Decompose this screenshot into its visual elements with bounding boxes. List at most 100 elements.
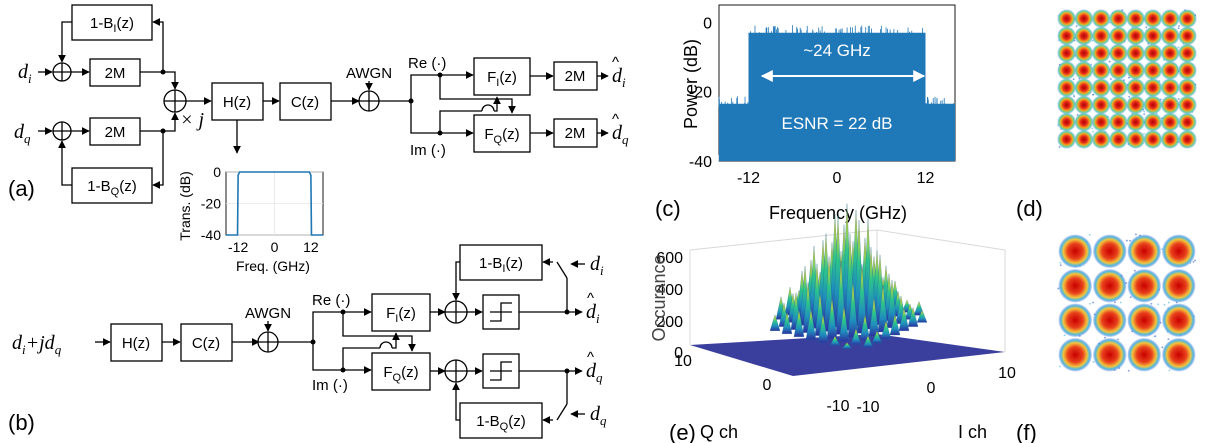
fq-filter-label-a: FQ(z) xyxy=(484,126,519,146)
constellation-scatter-point xyxy=(1059,365,1061,368)
constellation-scatter-point xyxy=(1073,95,1076,98)
spectrum-ytick: -40 xyxy=(689,154,712,171)
constellation-symbol xyxy=(1057,26,1077,46)
feedback-bi-block-b xyxy=(459,244,543,281)
surface-qtick: -10 xyxy=(826,398,849,415)
constellation-symbol xyxy=(1057,112,1077,132)
constellation-symbol xyxy=(1058,268,1093,303)
constellation-scatter-point xyxy=(1092,93,1095,96)
c-channel-block-b xyxy=(180,323,233,362)
constellation-scatter-point xyxy=(1161,346,1164,349)
panel-label-d: (d) xyxy=(1016,196,1043,221)
surface-peak xyxy=(817,314,829,343)
panel-d-constellation xyxy=(1057,9,1197,149)
constellation-symbol xyxy=(1126,60,1146,80)
constellation-symbol xyxy=(1057,129,1077,149)
constellation-symbol xyxy=(1074,95,1094,115)
output-d-i-hat: di xyxy=(612,65,626,90)
constellation-symbol xyxy=(1143,60,1163,80)
surface-peak xyxy=(829,335,841,346)
surface-itick: -10 xyxy=(856,399,879,416)
surface-peak xyxy=(859,314,871,341)
input-complex-symbol: di+jdq xyxy=(12,332,62,357)
constellation-scatter-point xyxy=(1157,303,1160,306)
times-j-label: × j xyxy=(180,109,204,131)
constellation-symbol xyxy=(1108,60,1128,80)
constellation-scatter-point xyxy=(1119,301,1122,304)
constellation-symbol xyxy=(1127,268,1162,303)
constellation-symbol xyxy=(1058,234,1093,269)
constellation-symbol xyxy=(1126,43,1146,63)
constellation-symbol xyxy=(1126,9,1146,29)
inset-xtick: 0 xyxy=(271,239,279,255)
surface-peak xyxy=(880,320,892,340)
surface-ztick: 200 xyxy=(656,314,683,331)
constellation-scatter-point xyxy=(1088,233,1091,236)
surface-ztick: 0 xyxy=(674,345,683,362)
constellation-symbol xyxy=(1091,26,1111,46)
constellation-symbol xyxy=(1074,129,1094,149)
constellation-symbol xyxy=(1091,129,1111,149)
spectrum-ytick: -20 xyxy=(689,85,712,102)
c-channel-label: C(z) xyxy=(291,94,319,111)
constellation-symbol xyxy=(1127,303,1162,338)
constellation-scatter-point xyxy=(1129,239,1131,242)
panel-c-spectrum: ~24 GHz ESNR = 22 dB -12 0 12 0 -20 -40 Power… xyxy=(655,4,956,223)
real-part-label-b: Re (·) xyxy=(312,292,350,309)
training-d-i: di xyxy=(590,253,604,278)
surface-qtick: 0 xyxy=(763,377,772,394)
input-d-i: di xyxy=(18,61,32,86)
constellation-scatter-point xyxy=(1177,97,1180,100)
output-d-q-hat-b: dq xyxy=(586,360,603,385)
constellation-symbol xyxy=(1108,129,1128,149)
surface-base xyxy=(690,334,1005,376)
spectrum-xtick: 0 xyxy=(833,170,842,187)
constellation-symbol xyxy=(1074,60,1094,80)
constellation-symbol xyxy=(1092,303,1127,338)
surface-ztick: 400 xyxy=(656,282,683,299)
constellation-scatter-point xyxy=(1092,301,1094,304)
surface-peak xyxy=(889,314,901,336)
constellation-symbol xyxy=(1177,95,1197,115)
constellation-symbol xyxy=(1127,337,1162,372)
constellation-symbol xyxy=(1160,43,1180,63)
constellation-scatter-point xyxy=(1143,110,1146,113)
surface-peak xyxy=(793,310,805,337)
constellation-scatter-point xyxy=(1108,60,1111,63)
surface-peak xyxy=(886,279,898,328)
c-channel-block xyxy=(279,82,332,121)
constellation-scatter-point xyxy=(1072,78,1075,81)
constellation-symbol xyxy=(1057,43,1077,63)
constellation-scatter-point xyxy=(1104,336,1106,339)
spectrum-xtick: -12 xyxy=(737,170,760,187)
constellation-symbol xyxy=(1161,303,1196,338)
constellation-scatter-point xyxy=(1092,130,1094,133)
constellation-scatter-point xyxy=(1058,146,1061,148)
constellation-scatter-point xyxy=(1177,27,1180,30)
hat-mark-b-i: ^ xyxy=(587,290,594,307)
inset-xtick: 12 xyxy=(303,239,319,255)
fi-filter-label-b: FI(z) xyxy=(386,305,416,325)
surface-peak xyxy=(862,335,874,348)
constellation-symbol xyxy=(1092,234,1127,269)
downsample-i-label: 2M xyxy=(565,68,586,85)
constellation-symbol xyxy=(1091,43,1111,63)
hat-mark-b-q: ^ xyxy=(587,349,594,366)
constellation-symbol xyxy=(1091,9,1111,29)
esnr-annotation: ESNR = 22 dB xyxy=(781,114,892,133)
output-d-q-hat: dq xyxy=(612,122,629,147)
constellation-symbol xyxy=(1091,112,1111,132)
constellation-scatter-point xyxy=(1167,301,1170,304)
surface-peak xyxy=(898,307,910,331)
output-d-i-hat-b: di xyxy=(586,301,600,326)
panel-a-diagram: di dq 2M 2M 1-BI(z) 1-BQ(z) xyxy=(8,4,629,204)
constellation-symbol xyxy=(1143,9,1163,29)
inset-transfer-chart: -12 0 12 0 -20 -40 Trans. (dB) Freq. (GHz) xyxy=(177,164,324,274)
constellation-symbol xyxy=(1092,268,1127,303)
combiner-sum-node xyxy=(163,89,187,113)
surface-peak xyxy=(907,306,919,327)
sum-node-i xyxy=(52,62,72,82)
constellation-symbol xyxy=(1143,112,1163,132)
constellation-scatter-point xyxy=(1168,369,1171,372)
